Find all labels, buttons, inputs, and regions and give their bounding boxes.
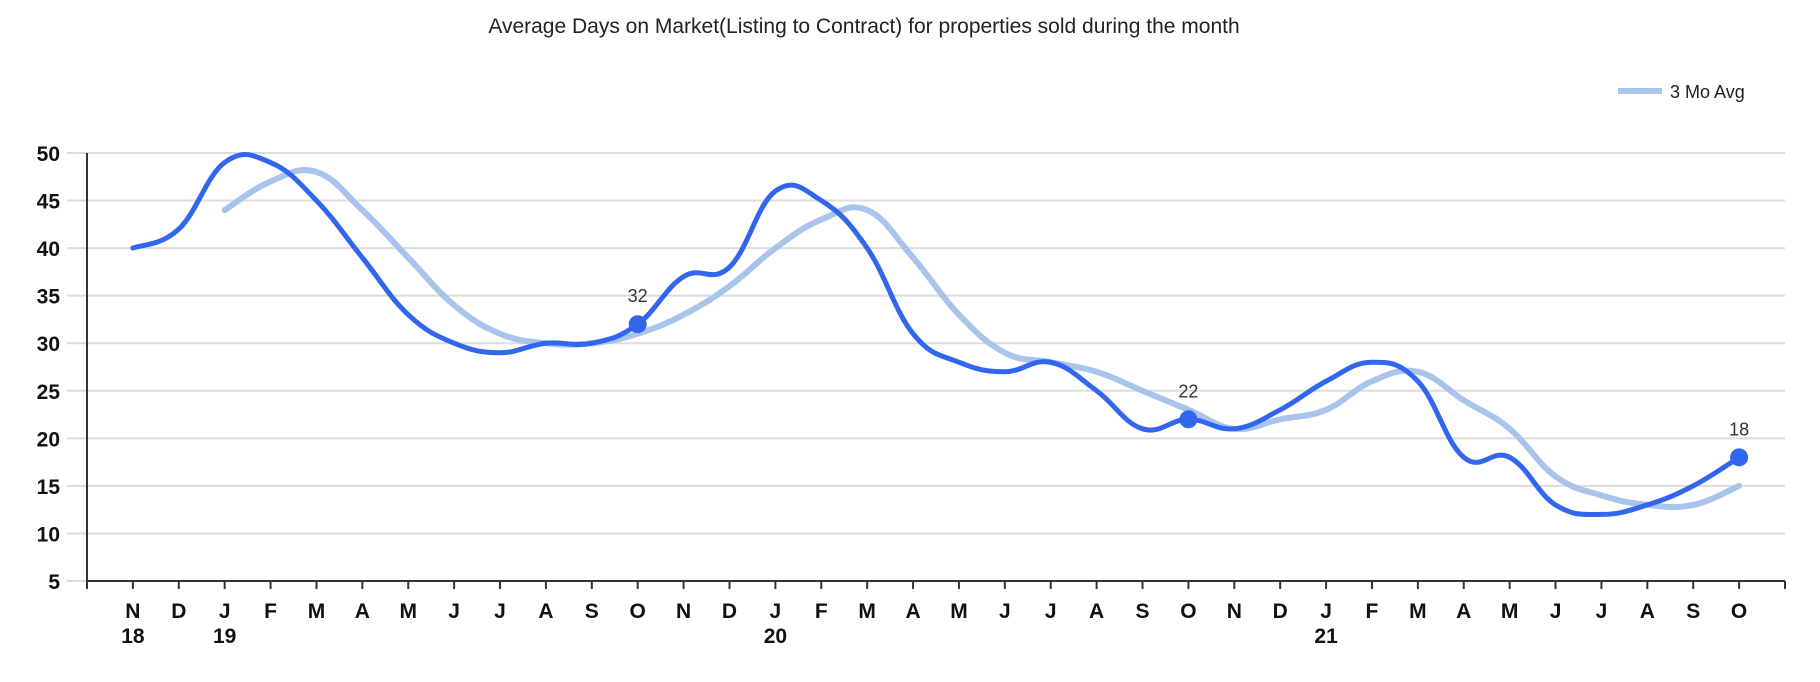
data-point-marker	[1730, 448, 1749, 467]
series-line-3mo-avg	[221, 167, 1743, 511]
chart-title: Average Days on Market(Listing to Contra…	[488, 15, 1239, 38]
x-tick-label-month: M	[1501, 600, 1519, 623]
x-tick-label-month: J	[770, 600, 782, 623]
x-tick-label-month: J	[448, 600, 460, 623]
x-tick-label-month: O	[630, 600, 646, 623]
x-tick-label-month: A	[538, 600, 553, 623]
y-tick-label: 25	[37, 381, 61, 404]
y-tick-label: 15	[37, 476, 61, 499]
x-tick-label-month: S	[1136, 600, 1150, 623]
y-tick-label: 35	[37, 286, 61, 309]
y-tick-label: 30	[37, 333, 60, 356]
y-tick-label: 50	[37, 143, 60, 166]
x-tick-label-month: J	[494, 600, 506, 623]
y-tick-label: 10	[37, 523, 60, 546]
series-line-main	[130, 152, 1742, 518]
x-axis-ticks: N D J F M A M J J A S O N D J F M A M J J A S O N D J F M A M J J A S O 18 19…	[86, 581, 1786, 648]
legend-label-3mo-avg: 3 Mo Avg	[1670, 82, 1745, 102]
x-tick-label-year: 21	[1314, 625, 1338, 648]
y-axis-ticks: 5 10 15 20 25 30 35 40 45 50	[37, 143, 61, 594]
data-labels: 32 22 18	[628, 286, 1749, 467]
x-tick-label-year: 20	[764, 625, 787, 648]
x-tick-label-month: A	[1456, 600, 1471, 623]
y-tick-label: 40	[37, 238, 60, 261]
x-tick-label-month: J	[219, 600, 231, 623]
data-point-label: 18	[1729, 419, 1749, 439]
x-tick-label-month: O	[1180, 600, 1196, 623]
x-tick-label-month: M	[399, 600, 417, 623]
x-tick-label-month: A	[1640, 600, 1655, 623]
x-tick-label-month: D	[171, 600, 186, 623]
x-tick-label-month: J	[1550, 600, 1562, 623]
x-tick-label-month: M	[1409, 600, 1427, 623]
data-point-label: 32	[628, 286, 648, 306]
x-tick-label-month: J	[1596, 600, 1608, 623]
x-tick-label-month: M	[950, 600, 968, 623]
x-tick-label-month: O	[1731, 600, 1747, 623]
x-tick-label-month: N	[676, 600, 691, 623]
x-tick-label-month: N	[1227, 600, 1242, 623]
y-tick-label: 45	[37, 191, 61, 214]
data-point-marker	[628, 315, 647, 334]
x-tick-label-month: D	[722, 600, 737, 623]
legend: 3 Mo Avg	[1618, 82, 1745, 102]
series-lines	[130, 152, 1743, 518]
y-tick-label: 5	[48, 571, 60, 594]
x-tick-label-month: F	[815, 600, 828, 623]
x-tick-label-month: M	[308, 600, 326, 623]
x-tick-label-month: D	[1273, 600, 1288, 623]
x-tick-label-month: A	[1089, 600, 1104, 623]
data-point-label: 22	[1178, 381, 1198, 401]
x-tick-label-month: M	[858, 600, 876, 623]
data-point-marker	[1179, 410, 1198, 429]
gridlines	[67, 152, 1785, 582]
x-tick-label-month: J	[1320, 600, 1332, 623]
x-tick-label-month: J	[1045, 600, 1057, 623]
y-tick-label: 20	[37, 428, 60, 451]
x-tick-label-month: F	[1366, 600, 1379, 623]
x-tick-label-month: N	[125, 600, 140, 623]
x-tick-label-month: F	[264, 600, 277, 623]
axes	[86, 153, 1785, 589]
x-tick-label-year: 18	[121, 625, 145, 648]
x-tick-label-month: A	[355, 600, 370, 623]
x-tick-label-year: 19	[213, 625, 236, 648]
x-tick-label-month: A	[905, 600, 920, 623]
x-tick-label-month: J	[999, 600, 1011, 623]
x-tick-label-month: S	[1686, 600, 1700, 623]
x-tick-label-month: S	[585, 600, 599, 623]
